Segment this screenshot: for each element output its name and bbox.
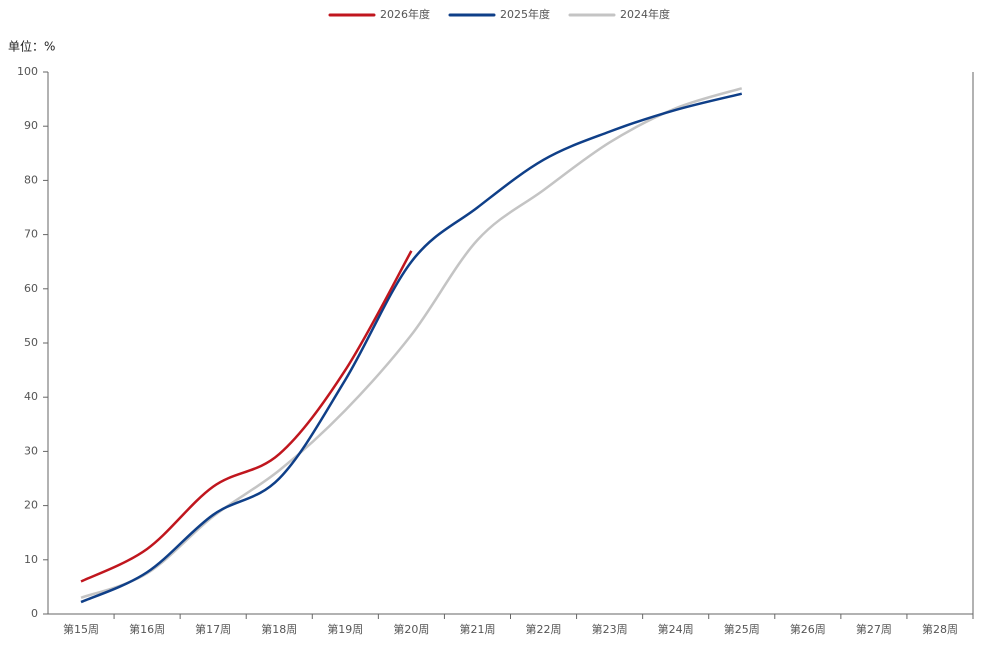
x-tick-label: 第18周 [261,622,297,636]
y-tick-label: 20 [24,499,38,512]
series-line [80,250,413,583]
series-line [80,87,743,599]
x-tick-label: 第16周 [129,622,165,636]
series-line [80,92,743,604]
y-tick-label: 0 [31,607,38,620]
x-tick-label: 第21周 [459,622,495,636]
x-tick-label: 第24周 [658,622,694,636]
x-tick-label: 第25周 [724,622,760,636]
legend-label: 2025年度 [500,7,550,21]
y-tick-label: 90 [24,119,38,132]
y-tick-label: 60 [24,282,38,295]
x-tick-label: 第15周 [63,622,99,636]
x-tick-label: 第26周 [790,622,826,636]
x-tick-label: 第27周 [856,622,892,636]
x-tick-label: 第22周 [526,622,562,636]
unit-label: 单位：% [8,39,55,54]
y-tick-label: 100 [17,65,38,78]
y-tick-label: 50 [24,336,38,349]
y-tick-label: 70 [24,228,38,241]
x-tick-label: 第20周 [393,622,429,636]
y-tick-label: 30 [24,444,38,457]
y-tick-label: 80 [24,173,38,186]
x-tick-label: 第19周 [327,622,363,636]
y-tick-label: 10 [24,553,38,566]
x-tick-label: 第23周 [592,622,628,636]
legend-label: 2026年度 [380,7,430,21]
x-tick-label: 第17周 [195,622,231,636]
legend-label: 2024年度 [620,7,670,21]
x-tick-label: 第28周 [922,622,958,636]
y-tick-label: 40 [24,390,38,403]
